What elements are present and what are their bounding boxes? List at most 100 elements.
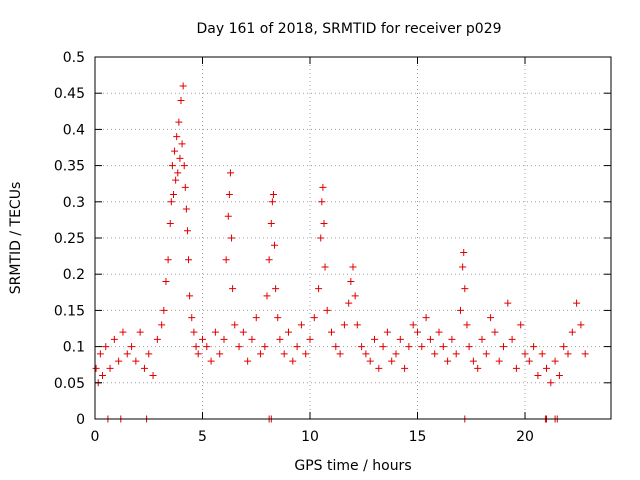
data-point	[162, 277, 170, 285]
data-point	[186, 292, 194, 300]
data-point	[538, 350, 546, 358]
y-tick-label: 0.4	[63, 122, 85, 138]
data-point	[226, 169, 234, 177]
data-point	[171, 147, 179, 155]
data-point	[169, 191, 177, 199]
data-point	[418, 343, 426, 351]
data-point	[166, 220, 174, 228]
data-point	[508, 335, 516, 343]
data-point	[140, 364, 148, 372]
data-point	[194, 350, 202, 358]
data-point	[268, 198, 276, 206]
data-point	[530, 343, 538, 351]
data-point	[293, 343, 301, 351]
plot-frame	[94, 56, 612, 420]
data-point	[564, 350, 572, 358]
data-point	[289, 357, 297, 365]
x-tick-label: 5	[198, 429, 207, 445]
y-tick-label: 0.05	[54, 376, 85, 392]
y-tick-label: 0.15	[54, 303, 85, 319]
data-point	[435, 328, 443, 336]
data-point	[452, 350, 460, 358]
data-point	[577, 321, 585, 329]
data-point	[222, 256, 230, 264]
data-point	[181, 183, 189, 191]
data-points	[92, 82, 589, 423]
data-point	[176, 154, 184, 162]
data-point	[224, 212, 232, 220]
data-point	[543, 364, 550, 372]
data-point	[317, 234, 325, 242]
data-point	[328, 328, 335, 336]
data-point	[265, 256, 273, 264]
data-point	[220, 335, 228, 343]
data-point	[248, 335, 256, 343]
data-point	[396, 335, 404, 343]
data-point	[244, 357, 252, 365]
data-point	[168, 162, 176, 170]
data-point	[521, 350, 529, 358]
data-point	[285, 328, 292, 336]
y-tick-label: 0.45	[54, 86, 85, 102]
data-point	[199, 335, 206, 343]
data-point	[534, 372, 542, 380]
data-point	[320, 220, 328, 228]
y-tick-label: 0.35	[54, 159, 85, 175]
data-point	[310, 314, 318, 322]
data-point	[302, 350, 310, 358]
data-point	[239, 328, 247, 336]
data-point	[306, 335, 314, 343]
data-point	[190, 328, 198, 336]
data-point	[512, 364, 520, 372]
data-point	[414, 328, 421, 336]
data-point	[371, 335, 378, 343]
data-point	[478, 335, 486, 343]
data-point	[271, 241, 279, 249]
data-point	[274, 314, 282, 322]
data-point	[461, 285, 469, 293]
x-tick-label: 20	[516, 429, 534, 445]
data-point	[106, 364, 114, 372]
data-point	[358, 343, 366, 351]
data-point	[225, 191, 233, 199]
grid-lines	[95, 57, 611, 419]
data-point	[474, 364, 482, 372]
data-point	[318, 198, 326, 206]
y-tick-label: 0.5	[63, 50, 85, 66]
data-point	[405, 343, 413, 351]
data-point	[136, 328, 144, 336]
data-point	[366, 357, 374, 365]
x-tick-label: 10	[301, 429, 319, 445]
data-point	[392, 350, 400, 358]
data-point	[173, 133, 181, 141]
data-point	[560, 343, 568, 351]
data-point	[463, 321, 471, 329]
data-point	[573, 299, 581, 307]
data-point	[178, 140, 186, 148]
data-point	[401, 364, 409, 372]
data-point	[269, 191, 277, 199]
data-point	[525, 357, 533, 365]
data-point	[482, 350, 490, 358]
data-point	[551, 357, 559, 365]
data-point	[267, 220, 275, 228]
data-point	[229, 285, 237, 293]
data-point	[353, 321, 361, 329]
data-point	[555, 372, 563, 380]
data-point	[92, 364, 100, 372]
data-point	[211, 328, 219, 336]
data-point	[431, 350, 439, 358]
data-point	[167, 198, 175, 206]
data-point	[581, 350, 589, 358]
data-point	[319, 183, 327, 191]
data-point	[500, 343, 507, 351]
data-point	[185, 256, 193, 264]
data-point	[347, 277, 355, 285]
data-point	[158, 321, 166, 329]
data-point	[177, 96, 185, 104]
data-point	[180, 162, 188, 170]
data-point	[192, 343, 200, 351]
data-point	[128, 343, 136, 351]
data-point	[172, 176, 180, 184]
